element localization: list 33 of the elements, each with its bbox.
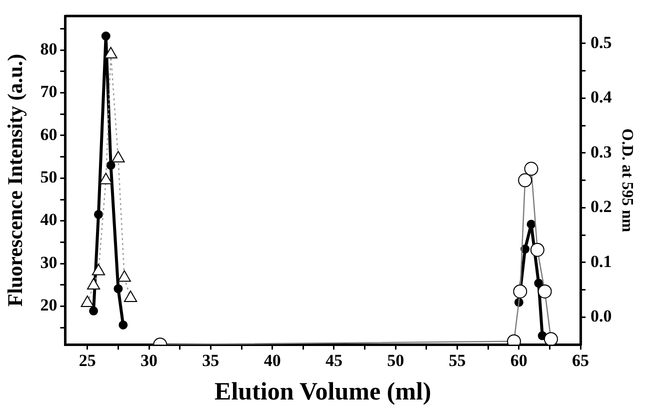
y-tick-label: 20 xyxy=(40,296,58,315)
x-tick-label: 30 xyxy=(140,351,158,370)
y2-axis-title: O.D. at 595 nm xyxy=(618,128,636,233)
x-tick-label: 35 xyxy=(202,351,220,370)
x-tick-label: 50 xyxy=(387,351,404,370)
y2-tick-label: 0.2 xyxy=(590,197,612,216)
point xyxy=(94,210,103,219)
y2-tick-label: 0.5 xyxy=(590,32,612,52)
y2-tick-label: 0.0 xyxy=(590,306,612,326)
point xyxy=(106,160,116,170)
x-tick-label: 40 xyxy=(264,351,281,370)
x-tick-label: 60 xyxy=(510,351,528,370)
y-tick-label: 40 xyxy=(40,210,58,230)
point xyxy=(526,220,536,229)
point xyxy=(118,320,128,330)
y2-tick-label: 0.1 xyxy=(590,252,612,271)
x-tick-label: 45 xyxy=(325,351,342,370)
x-axis-title: Elution Volume (ml) xyxy=(214,378,432,406)
x-tick-label: 55 xyxy=(448,351,466,370)
point xyxy=(534,278,544,288)
x-tick-label: 25 xyxy=(78,351,96,370)
y-tick-label: 70 xyxy=(40,82,58,102)
y-tick-label: 60 xyxy=(40,124,58,144)
y-tick-label: 30 xyxy=(40,252,58,272)
y-tick-label: 50 xyxy=(40,168,58,187)
y2-tick-label: 0.4 xyxy=(590,88,612,107)
point xyxy=(101,32,110,41)
point xyxy=(114,284,123,294)
x-tick-label: 65 xyxy=(572,351,590,370)
y-axis-title: Fluorescence Intensity (a.u.) xyxy=(3,54,28,307)
y2-tick-label: 0.3 xyxy=(590,142,612,162)
point xyxy=(89,306,98,316)
y-tick-label: 80 xyxy=(40,40,58,59)
